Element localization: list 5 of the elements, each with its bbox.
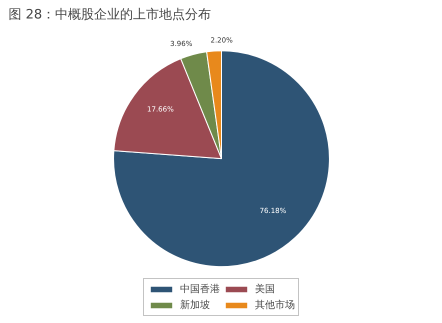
legend-label: 美国 (255, 282, 275, 296)
legend-label: 其他市场 (255, 298, 295, 312)
legend-label: 中国香港 (180, 282, 220, 296)
chart-title: 图 28：中概股企业的上市地点分布 (8, 8, 212, 22)
legend-label: 新加坡 (180, 298, 210, 312)
